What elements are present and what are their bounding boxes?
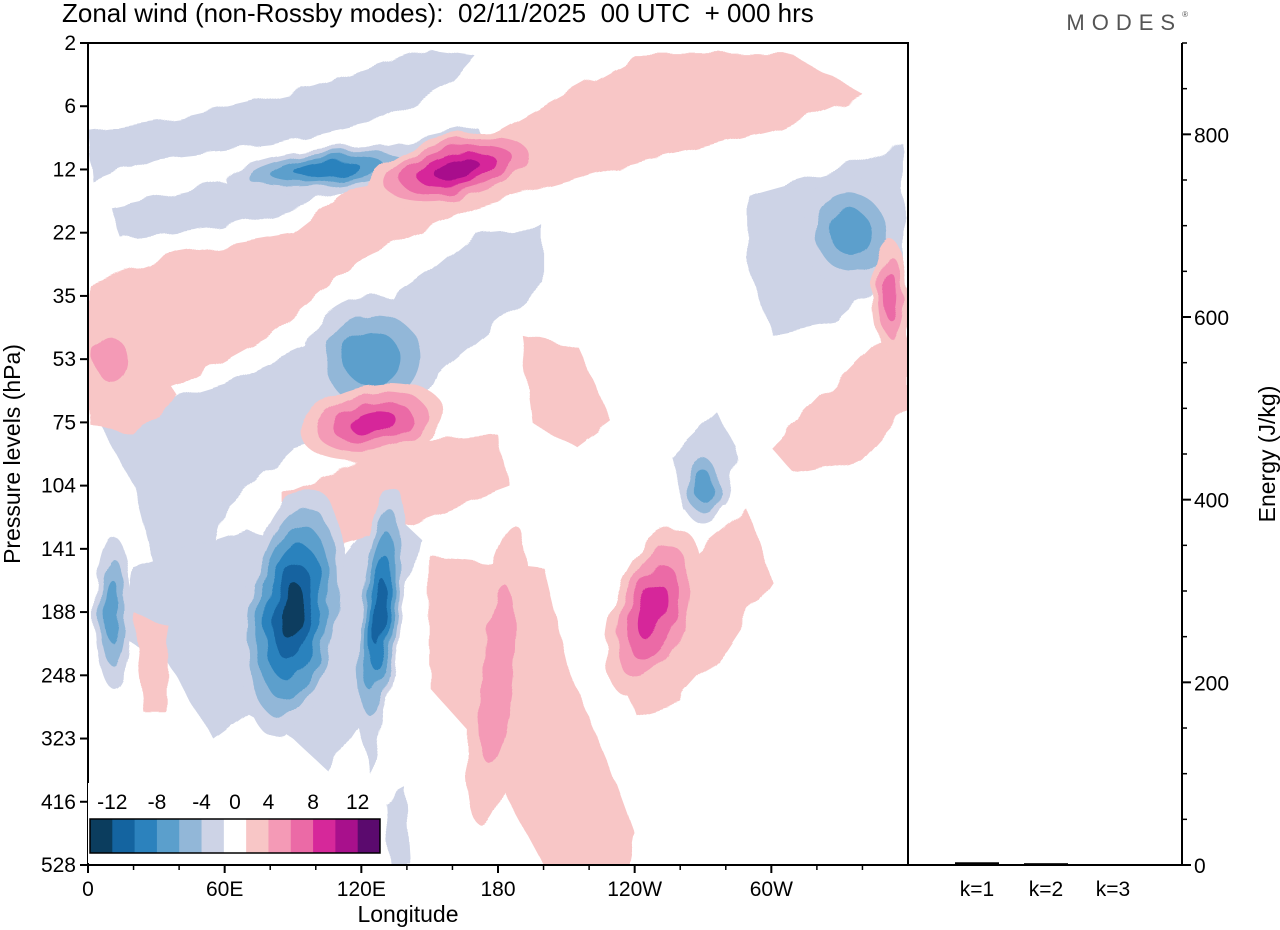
x-tick-label: 180 bbox=[480, 878, 515, 901]
colorbar-swatch bbox=[357, 819, 381, 853]
energy-bar-k=2 bbox=[1024, 863, 1068, 865]
energy-tick-label: 200 bbox=[1194, 672, 1229, 695]
y-tick-label: 141 bbox=[41, 538, 76, 561]
colorbar-swatch bbox=[290, 819, 314, 853]
energy-tick-label: 600 bbox=[1194, 307, 1229, 330]
colorbar-swatch bbox=[201, 819, 225, 853]
colorbar-swatch bbox=[134, 819, 158, 853]
y-axis-label: Pressure levels (hPa) bbox=[0, 344, 25, 564]
chart-title: Zonal wind (non-Rossby modes): 02/11/202… bbox=[62, 0, 814, 28]
energy-tick-label: 0 bbox=[1194, 855, 1206, 878]
heatmap-core-neg-2 bbox=[94, 536, 132, 688]
y-tick-label: 35 bbox=[53, 285, 76, 308]
x-tick-label: 120W bbox=[607, 878, 662, 901]
y-tick-label: 6 bbox=[64, 95, 76, 118]
energy-tick-label: 800 bbox=[1194, 124, 1229, 147]
energy-bar-k=1 bbox=[955, 862, 999, 865]
y-tick-label: 323 bbox=[41, 728, 76, 751]
heatmap-field bbox=[88, 49, 908, 865]
colorbar-label: -12 bbox=[97, 791, 127, 814]
y-tick-label: 12 bbox=[53, 158, 76, 181]
heatmap-core-neg-0 bbox=[240, 486, 346, 738]
colorbar: -12 -8 -4 0 4 8 12 bbox=[88, 783, 384, 863]
energy-bar-k=3 bbox=[1091, 864, 1135, 866]
energy-bar-chart: 0 200 400 600 800 Energy (J/kg) k=1 k=2 k=3 bbox=[908, 42, 1280, 901]
x-tick-label: 0 bbox=[82, 878, 94, 901]
y-tick-label: 416 bbox=[41, 791, 76, 814]
colorbar-frame bbox=[89, 818, 381, 854]
colorbar-label: 0 bbox=[229, 791, 241, 814]
heatmap-core-pos-8 bbox=[300, 382, 445, 462]
heatmap-core-pos-10 bbox=[88, 321, 139, 398]
band-pos-20E bbox=[133, 612, 168, 714]
colorbar-label: -8 bbox=[148, 791, 167, 814]
y-tick-label: 75 bbox=[53, 411, 76, 434]
colorbar-swatch bbox=[112, 819, 136, 853]
energy-category-label: k=3 bbox=[1096, 878, 1130, 901]
energy-category-label: k=1 bbox=[960, 878, 994, 901]
heatmap-core-neg-1 bbox=[353, 486, 406, 738]
band-pos-trop-180 bbox=[429, 555, 635, 865]
colorbar-label: 12 bbox=[346, 791, 369, 814]
colorbar-label: 4 bbox=[263, 791, 275, 814]
colorbar-swatch bbox=[90, 819, 113, 853]
colorbar-label: 8 bbox=[307, 791, 319, 814]
heatmap-core-pos-11 bbox=[466, 524, 530, 827]
colorbar-swatch bbox=[156, 819, 180, 853]
heatmap-core-pos-9 bbox=[605, 526, 701, 698]
brand-mark: ® bbox=[1182, 10, 1188, 19]
brand-logo: MODES® bbox=[1066, 10, 1188, 36]
y-tick-label: 528 bbox=[41, 854, 76, 877]
colorbar-label: -4 bbox=[192, 791, 211, 814]
heatmap-core-pos-12 bbox=[871, 239, 908, 353]
energy-category-label: k=2 bbox=[1029, 878, 1063, 901]
x-tick-label: 60E bbox=[206, 878, 243, 901]
y-tick-label: 2 bbox=[64, 32, 76, 55]
y-tick-label: 248 bbox=[41, 664, 76, 687]
band-pos-180-53 bbox=[520, 333, 612, 448]
colorbar-swatch bbox=[246, 819, 269, 853]
y-tick-label: 188 bbox=[41, 601, 76, 624]
band-pos-east-53 bbox=[771, 308, 908, 473]
band-neg-lower bbox=[384, 789, 412, 865]
y-tick-label: 104 bbox=[41, 475, 76, 498]
x-axis-label: Longitude bbox=[357, 901, 458, 927]
colorbar-swatch bbox=[223, 819, 247, 853]
colorbar-swatch bbox=[335, 819, 359, 853]
energy-axis-label: Energy (J/kg) bbox=[1254, 386, 1280, 523]
x-tick-label: 60W bbox=[750, 878, 793, 901]
colorbar-swatch bbox=[268, 819, 292, 853]
brand-text: MODES bbox=[1066, 10, 1183, 35]
x-tick-label: 120E bbox=[337, 878, 386, 901]
band-neg-strat-upper bbox=[88, 49, 476, 183]
heatmap-core-neg-6 bbox=[680, 447, 726, 524]
heatmap-core-neg-3 bbox=[225, 145, 430, 194]
colorbar-swatch bbox=[313, 819, 336, 853]
band-pos-strat bbox=[88, 55, 863, 410]
colorbar-swatch bbox=[179, 819, 203, 853]
energy-tick-label: 400 bbox=[1194, 490, 1229, 513]
heatmap-core-pos-7 bbox=[367, 130, 547, 209]
y-tick-label: 22 bbox=[53, 222, 76, 245]
y-tick-label: 53 bbox=[53, 348, 76, 371]
